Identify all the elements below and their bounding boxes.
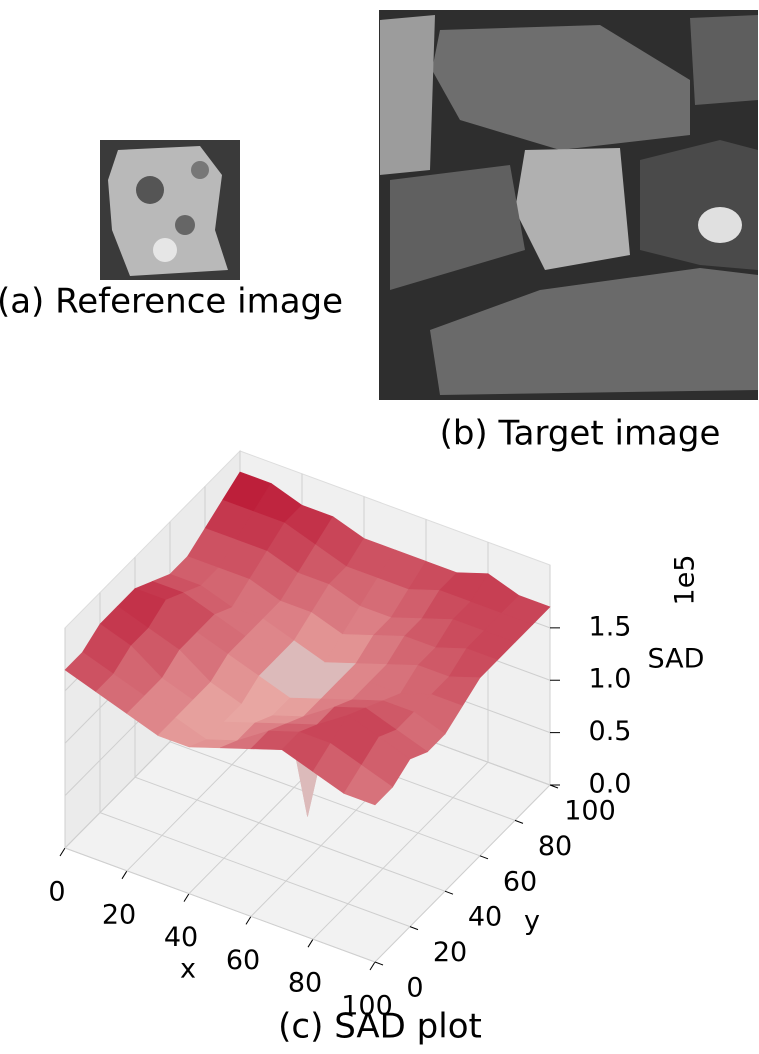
tick-mark [184,894,189,902]
z-tick-label: 0.0 [589,769,632,800]
x-tick-label: 20 [102,899,136,930]
tick-mark [480,856,488,859]
tick-mark [60,848,65,856]
tick-mark [375,962,383,965]
tick-mark [122,871,127,879]
tick-mark [370,962,375,970]
z-axis-label: SAD [648,644,705,675]
x-axis-label: x [180,954,196,985]
x-tick-label: 40 [164,922,198,953]
x-tick-label: 60 [226,945,260,976]
z-tick-label: 0.5 [589,716,632,747]
y-tick-label: 100 [564,796,616,827]
tick-mark [445,891,453,894]
tick-mark [308,939,313,947]
y-tick-label: 0 [406,973,423,1004]
z-offset-label: 1e5 [670,555,701,606]
chart-title: (c) SAD plot [278,1007,482,1047]
surface-plot: 0204060801000204060801000.00.51.01.5xySA… [48,451,704,1022]
y-tick-label: 20 [433,937,467,968]
y-axis-label: y [524,906,540,937]
x-tick-label: 80 [288,968,322,999]
caption: (b) Target image [440,414,721,454]
tick-mark [246,916,251,924]
caption: (a) Reference image [0,282,343,322]
reference-image [100,140,240,280]
y-tick-label: 40 [468,902,502,933]
y-tick-label: 80 [538,831,572,862]
y-tick-label: 60 [503,866,537,897]
tick-mark [515,820,523,823]
figure: (a) Reference image (b) Target image 0 20… [0,0,759,1050]
target-image [379,10,758,400]
z-tick-label: 1.5 [589,611,632,642]
z-tick-label: 1.0 [589,664,632,695]
x-tick-label: 0 [48,877,65,908]
tick-mark [410,927,418,930]
